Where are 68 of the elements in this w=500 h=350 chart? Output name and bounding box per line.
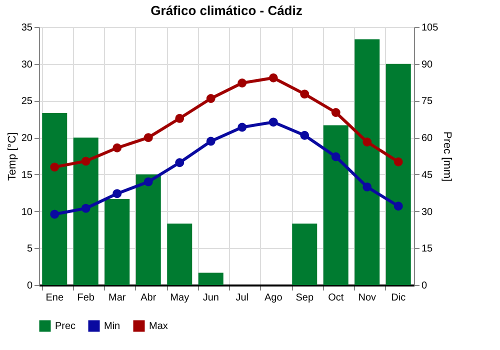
x-tick-label: Dic <box>391 292 406 304</box>
point <box>331 152 340 162</box>
point <box>238 122 247 132</box>
bar <box>354 39 380 285</box>
legend-label: Max <box>149 321 168 332</box>
x-tick-label: Jun <box>202 292 219 304</box>
y2-axis-title: Prec [mm] <box>441 131 454 182</box>
point <box>394 202 403 211</box>
y2-tick-label: 15 <box>422 244 434 255</box>
point <box>81 156 90 166</box>
x-tick-label: Jul <box>236 292 249 304</box>
bar <box>136 174 161 285</box>
point <box>362 182 372 192</box>
point <box>238 78 247 88</box>
point <box>144 133 153 142</box>
point <box>175 158 184 168</box>
y2-tick-label: 105 <box>422 22 439 34</box>
x-tick-label: Feb <box>77 292 95 304</box>
x-tick-label: Ene <box>46 292 64 304</box>
bar <box>323 125 348 285</box>
bar <box>386 64 411 285</box>
legend-label: Min <box>104 321 120 332</box>
y2-tick-label: 0 <box>422 280 428 292</box>
y2-tick-label: 90 <box>422 59 434 70</box>
point <box>50 210 60 219</box>
point <box>112 189 122 198</box>
x-tick-label: May <box>170 292 190 304</box>
bar <box>73 138 98 285</box>
y-tick-label: 0 <box>26 280 33 292</box>
bar <box>198 272 224 285</box>
legend-label: Prec <box>55 321 76 332</box>
point <box>268 118 278 127</box>
y2-tick-label: 30 <box>422 206 434 218</box>
chart-title: Gráfico climático - Cádiz <box>150 3 303 18</box>
y2-tick-label: 75 <box>422 96 434 108</box>
y-tick-label: 10 <box>21 206 33 218</box>
bar <box>42 113 68 285</box>
y-tick-label: 25 <box>21 96 33 108</box>
bar <box>167 224 192 285</box>
bar <box>292 224 318 285</box>
point <box>394 157 403 166</box>
y-tick-label: 5 <box>26 244 33 255</box>
point <box>268 73 278 82</box>
point <box>206 136 216 146</box>
x-tick-label: Nov <box>358 292 376 304</box>
point <box>144 177 153 186</box>
x-tick-label: Oct <box>328 292 344 304</box>
point <box>175 114 184 123</box>
x-tick-label: Sep <box>296 292 314 304</box>
y2-tick-label: 60 <box>422 133 434 144</box>
y-tick-label: 30 <box>21 59 33 70</box>
point <box>112 143 122 152</box>
x-tick-label: Abr <box>140 292 157 304</box>
y-tick-label: 35 <box>21 22 33 34</box>
y-axis-title: Temp [°C] <box>6 132 18 181</box>
y-tick-label: 20 <box>21 133 33 144</box>
x-tick-label: Mar <box>108 292 126 304</box>
y-tick-label: 15 <box>21 170 33 181</box>
point <box>300 90 310 99</box>
x-tick-label: Ago <box>264 292 283 304</box>
point <box>331 108 340 117</box>
point <box>362 138 372 146</box>
y2-tick-label: 45 <box>422 170 434 181</box>
point <box>50 162 60 172</box>
point <box>81 204 90 213</box>
point <box>300 130 310 140</box>
point <box>206 94 216 103</box>
bar <box>104 199 130 285</box>
